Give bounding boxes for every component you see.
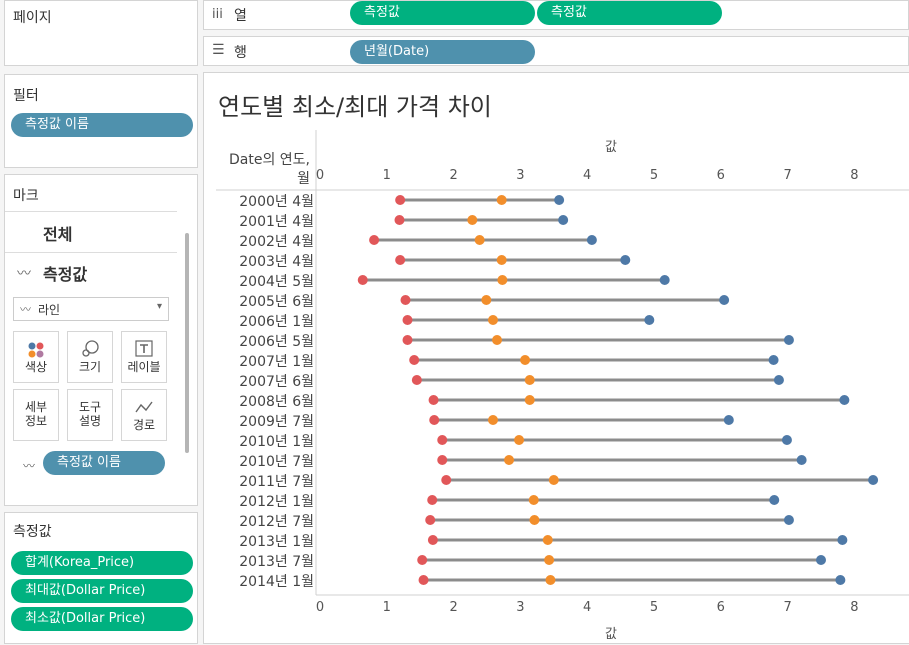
row-label: 2001년 4월 xyxy=(239,214,314,230)
mark-type-value: 라인 xyxy=(38,303,61,317)
columns-pill-measure-2[interactable]: 측정값 xyxy=(537,1,722,25)
row-label: 2013년 7월 xyxy=(239,554,314,570)
marks-panel: 마크 전체 〰 측정값 〰 라인 ▾ 색상 크기 레이블 세부 정보 도구 설명 xyxy=(4,174,198,506)
row-label: 2007년 1월 xyxy=(239,354,314,370)
row-label: 2013년 1월 xyxy=(239,534,314,550)
row-labels: 2000년 4월 2001년 4월 2002년 4월 2003년 4월 2004년 5월… xyxy=(204,73,314,645)
marks-all-tab[interactable]: 전체 xyxy=(5,211,177,253)
rows-icon: ☰ xyxy=(212,42,225,58)
measure-pill-max-dollar-price[interactable]: 최대값(Dollar Price) xyxy=(11,579,193,603)
row-label: 2012년 1월 xyxy=(239,494,314,510)
measure-pill-korea-price[interactable]: 합계(Korea_Price) xyxy=(11,551,193,575)
color-icon xyxy=(28,342,44,358)
color-button-label: 색상 xyxy=(24,360,48,374)
line-mark-icon: 〰 xyxy=(17,266,31,282)
filter-pill-measure-names[interactable]: 측정값 이름 xyxy=(11,113,193,137)
columns-shelf[interactable]: iii 열 측정값 측정값 xyxy=(203,0,909,30)
size-button[interactable]: 크기 xyxy=(67,331,113,383)
row-label: 2008년 6월 xyxy=(239,394,314,410)
size-icon xyxy=(82,340,99,357)
marks-scrollbar[interactable] xyxy=(185,233,189,453)
marks-all-label: 전체 xyxy=(43,225,73,244)
marks-panel-title: 마크 xyxy=(13,188,39,204)
row-label: 2004년 5월 xyxy=(239,274,314,290)
row-label: 2003년 4월 xyxy=(239,254,314,270)
text-label-icon xyxy=(135,340,153,357)
mark-type-dropdown[interactable]: 〰 라인 ▾ xyxy=(13,297,169,321)
chevron-down-icon: ▾ xyxy=(156,301,162,312)
row-label: 2010년 1월 xyxy=(239,434,314,450)
columns-pill-measure-1[interactable]: 측정값 xyxy=(350,1,535,25)
row-label: 2012년 7월 xyxy=(239,514,314,530)
marks-measure-label: 측정값 xyxy=(43,265,88,284)
path-button[interactable]: 경로 xyxy=(121,389,167,441)
detail-button-label: 세부 정보 xyxy=(24,400,48,428)
tooltip-button-label: 도구 설명 xyxy=(78,400,102,428)
tooltip-button[interactable]: 도구 설명 xyxy=(67,389,113,441)
columns-shelf-label: 열 xyxy=(234,8,247,24)
row-label: 2009년 7월 xyxy=(239,414,314,430)
chart-title: 연도별 최소/최대 가격 차이 xyxy=(218,93,492,121)
row-header: Date의 연도, 월 xyxy=(228,152,310,187)
row-label: 2010년 7월 xyxy=(239,454,314,470)
viz-panel: 연도별 최소/최대 가격 차이 Date의 연도, 월 2000년 4월 2001… xyxy=(203,72,909,644)
pages-panel-title: 페이지 xyxy=(13,10,52,26)
pages-panel: 페이지 xyxy=(4,0,198,66)
rows-pill-date[interactable]: 년월(Date) xyxy=(350,40,535,64)
path-pill-measure-names[interactable]: 측정값 이름 xyxy=(43,451,165,475)
filters-panel: 필터 측정값 이름 xyxy=(4,74,198,168)
mark-type-icon: 〰 xyxy=(20,303,31,316)
marks-measure-tab[interactable]: 〰 측정값 xyxy=(5,253,177,291)
path-pill-icon: 〰 xyxy=(23,459,36,473)
label-button[interactable]: 레이블 xyxy=(121,331,167,383)
row-label: 2006년 1월 xyxy=(239,314,314,330)
row-label: 2005년 6월 xyxy=(239,294,314,310)
rows-shelf-label: 행 xyxy=(234,45,247,61)
color-button[interactable]: 색상 xyxy=(13,331,59,383)
filters-panel-title: 필터 xyxy=(13,88,39,104)
row-label: 2007년 6월 xyxy=(239,374,314,390)
size-button-label: 크기 xyxy=(78,360,102,374)
measures-panel: 측정값 합계(Korea_Price) 최대값(Dollar Price) 최소… xyxy=(4,512,198,644)
row-label: 2006년 5월 xyxy=(239,334,314,350)
columns-icon: iii xyxy=(212,7,223,22)
row-label: 2002년 4월 xyxy=(239,234,314,250)
measure-pill-min-dollar-price[interactable]: 최소값(Dollar Price) xyxy=(11,607,193,631)
measures-panel-title: 측정값 xyxy=(13,524,52,540)
row-label: 2011년 7월 xyxy=(239,474,314,490)
row-label: 2000년 4월 xyxy=(239,194,314,210)
row-label: 2014년 1월 xyxy=(239,574,314,590)
path-icon xyxy=(135,401,153,413)
rows-shelf[interactable]: ☰ 행 년월(Date) xyxy=(203,36,909,66)
detail-button[interactable]: 세부 정보 xyxy=(13,389,59,441)
label-button-label: 레이블 xyxy=(127,360,161,374)
path-button-label: 경로 xyxy=(132,418,156,432)
